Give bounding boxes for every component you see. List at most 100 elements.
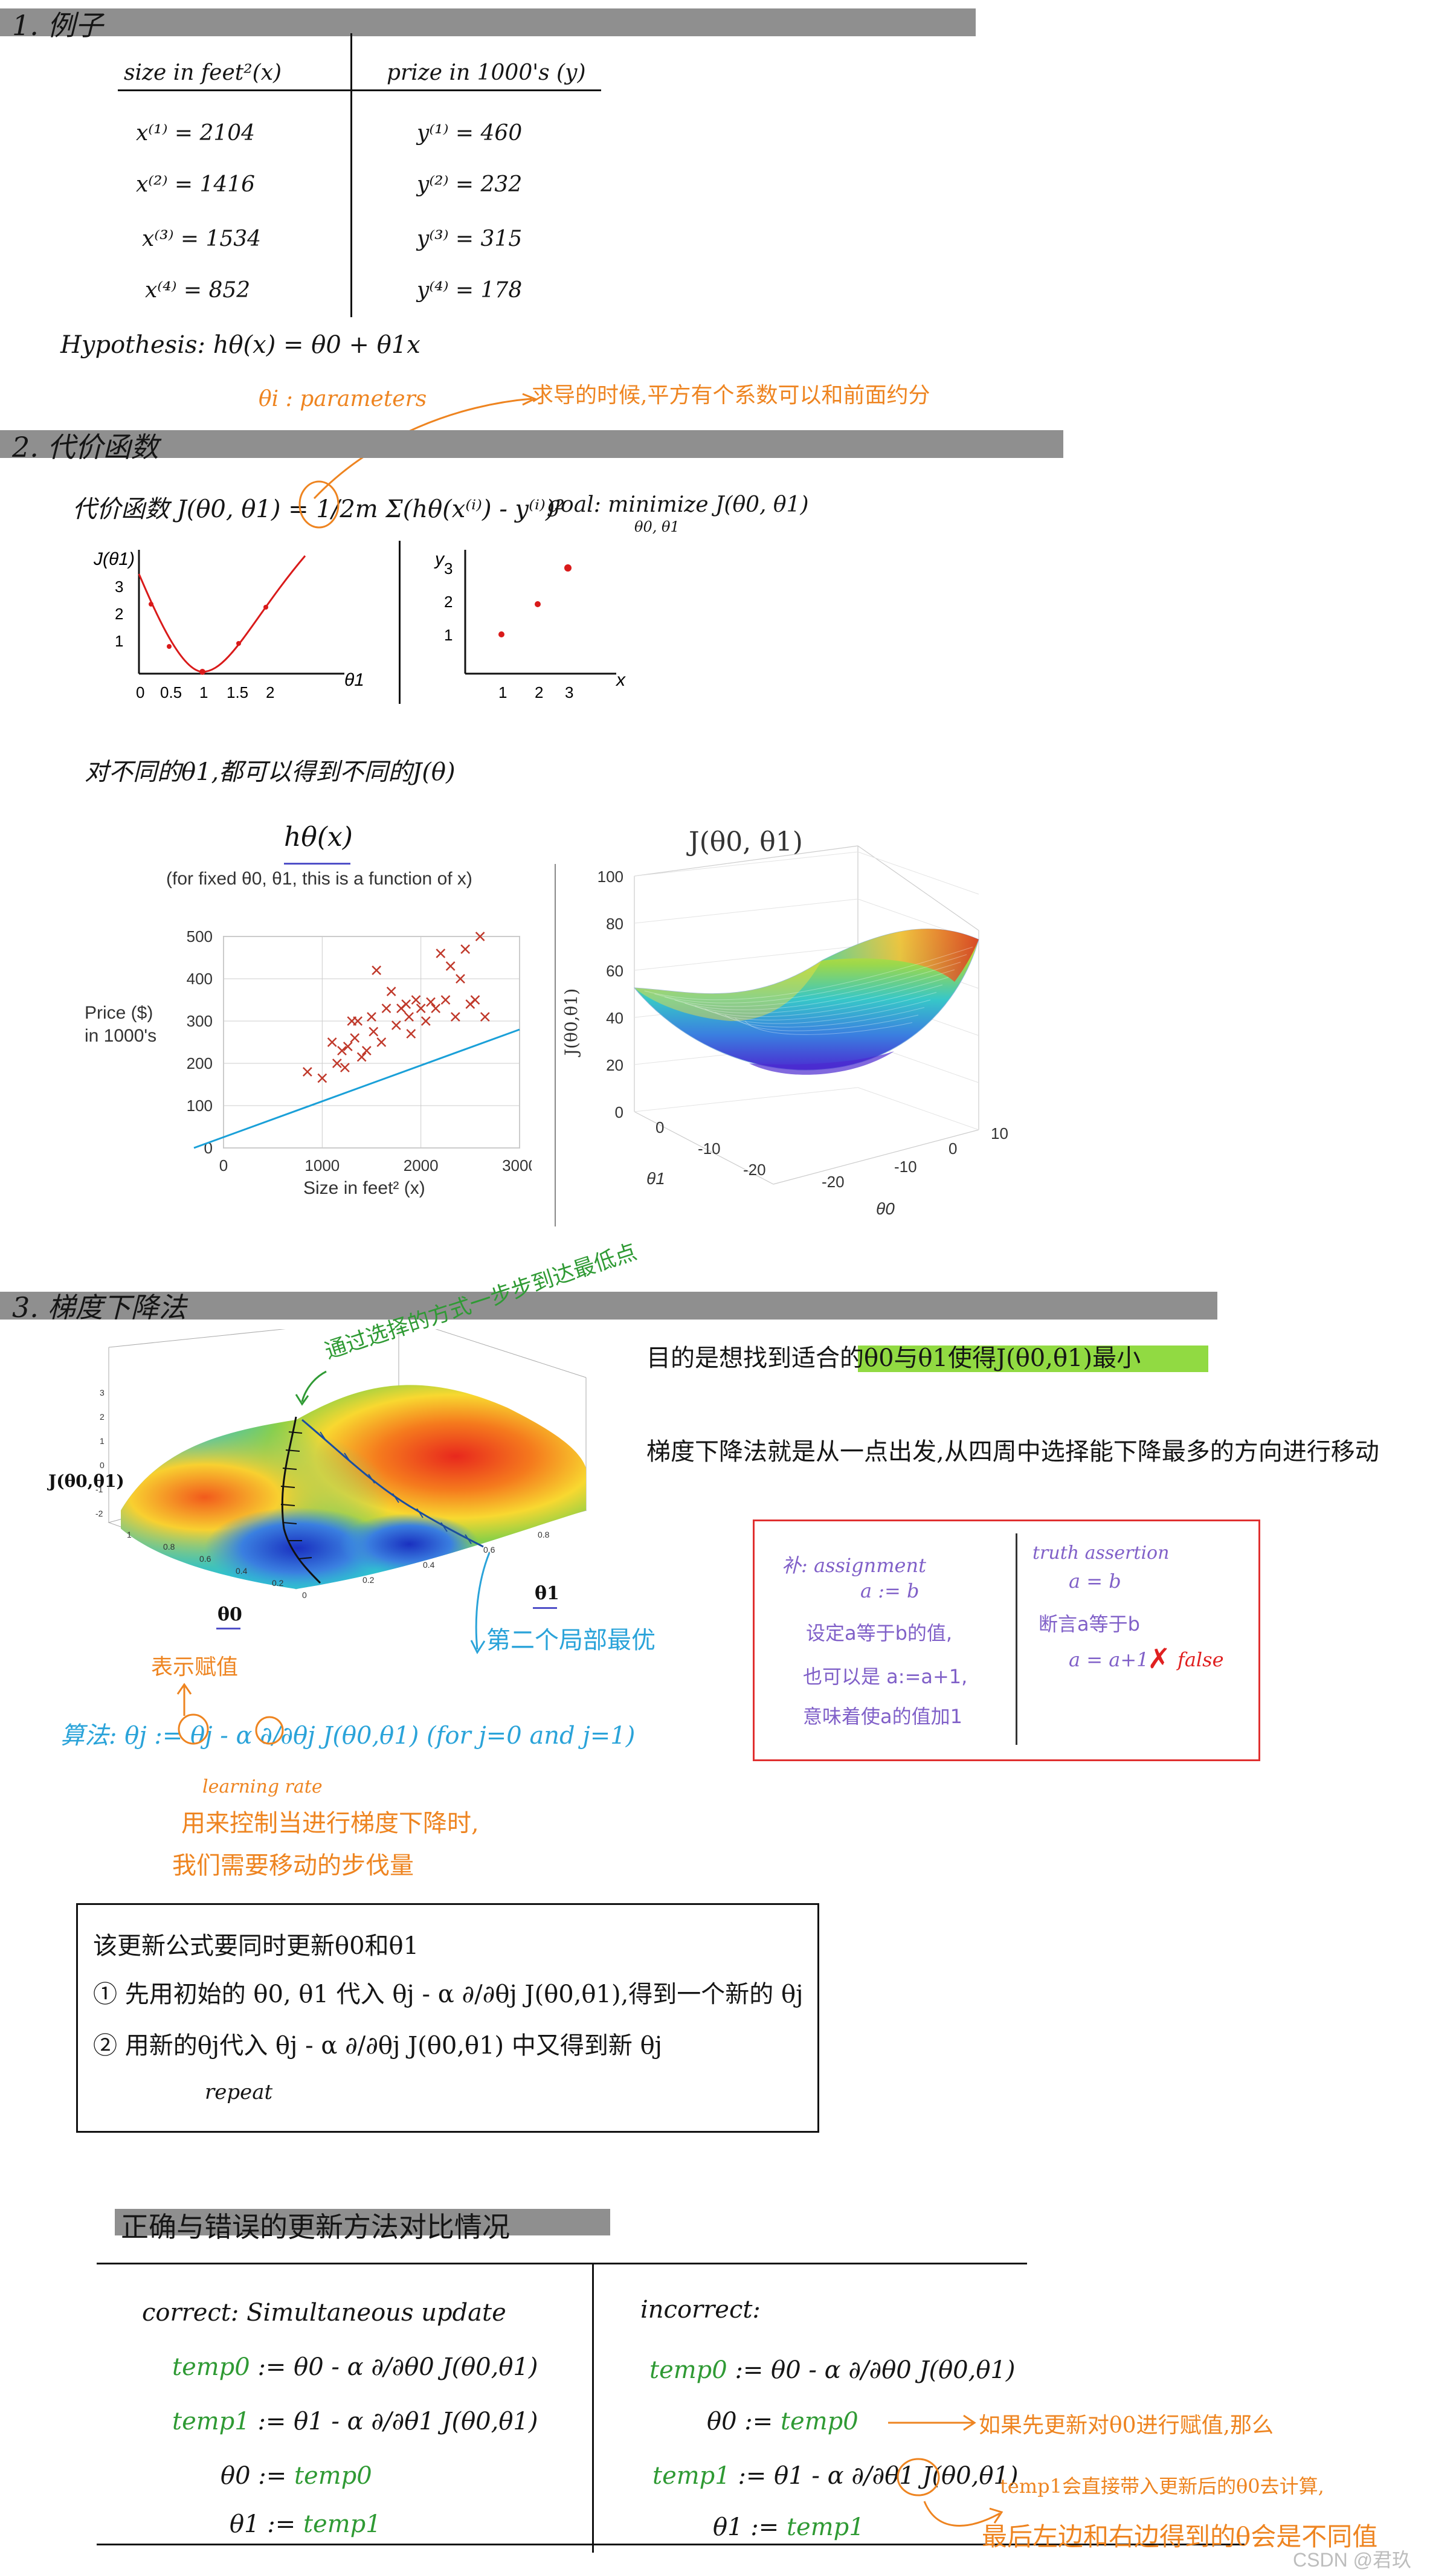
learning-rate-note-2: 我们需要移动的步伐量 (172, 1852, 414, 1880)
sketch1-xlabel: θ1 (344, 670, 364, 690)
sketch1-ytick: 2 (115, 605, 123, 623)
data-point (470, 995, 480, 1005)
z-tick-label: 60 (606, 962, 623, 980)
surface-mesh-line (735, 1014, 919, 1031)
theta0-tick-label: 10 (991, 1124, 1008, 1142)
surface-mesh-line (685, 977, 949, 1014)
compare-divider (592, 2263, 594, 2553)
watermark: CSDN @君玖 (1293, 2549, 1412, 2571)
section3-bar (0, 1292, 1217, 1320)
svg-text:0.6: 0.6 (199, 1554, 211, 1564)
data-point (327, 1037, 337, 1047)
incorrect-temp1: temp1 := θ1 - α ∂/∂θ1 J(θ0,θ1) (652, 2462, 1018, 2490)
svg-text:0.8: 0.8 (163, 1542, 175, 1552)
data-point (440, 995, 451, 1005)
update-box-title: 该更新公式要同时更新θ0和θ1 (93, 1932, 419, 1960)
surface-axis-label: J(θ0,θ1) (48, 1471, 124, 1491)
incorrect-temp1-expr: := θ1 - α ∂/∂θ1 J(θ0,θ1) (738, 2462, 1019, 2490)
table-divider (350, 33, 352, 317)
data-point (369, 1026, 379, 1037)
z-gridline (857, 1087, 979, 1130)
assertion-line: truth assertion (1032, 1542, 1170, 1564)
gradient-descent-surface: 3 2 1 0 -1 -2 1 0.8 0.6 0.4 0.2 0 0.2 0.4 0.6 0.8 (95, 1329, 587, 1600)
axis-frame-line (634, 1111, 774, 1185)
sketch2-ylabel: y (434, 549, 445, 569)
theta-circle (897, 2458, 940, 2496)
correct-assign0-val: temp0 (294, 2462, 372, 2490)
incorrect-assign0-val: temp0 (780, 2408, 858, 2435)
sketch2-ytick: 1 (444, 626, 453, 644)
compare-bottom-line (97, 2544, 1245, 2545)
local-optimum-note: 第二个局部最优 (486, 1626, 656, 1654)
correct-temp0: temp0 := θ0 - α ∂/∂θ0 J(θ0,θ1) (172, 2353, 538, 2381)
data-point (343, 1042, 353, 1051)
correct-assign1-lhs: θ1 := (230, 2510, 296, 2538)
assertion-line: 断言a等于b (1039, 1613, 1140, 1636)
surface-right-rim (822, 929, 979, 982)
surface-theta0-label: θ0 (217, 1604, 242, 1625)
cost-note: 对不同的θ1,都可以得到不同的J(θ) (85, 758, 456, 786)
z-tick-label: 40 (606, 1009, 623, 1027)
incorrect-arrow-2 (923, 2501, 1003, 2527)
svg-text:2: 2 (100, 1412, 105, 1422)
assignment-line: 设定a等于b的值, (806, 1622, 953, 1645)
sketch-divider (399, 541, 401, 704)
surface-mesh-line (694, 984, 943, 1017)
svg-text:1: 1 (127, 1530, 132, 1539)
incorrect-temp0-name: temp0 (649, 2356, 727, 2384)
correct-temp1-name: temp1 (172, 2408, 250, 2435)
data-point (337, 1046, 347, 1055)
sketch1-xtick: 0.5 (160, 683, 182, 701)
data-point (445, 961, 456, 971)
incorrect-assign1-val: temp1 (786, 2513, 865, 2541)
z-tick-label: 100 (598, 868, 623, 886)
incorrect-assign0: θ0 := temp0 (707, 2408, 858, 2435)
incorrect-header: incorrect: (640, 2296, 761, 2324)
surface-theta1-label: θ1 (535, 1583, 559, 1604)
cost-surface-chart: J(θ0, θ1) J(θ0,θ1) 0 20 40 60 80 100 0 -10 -20 10… (561, 810, 1051, 1233)
assign-arrow (176, 1683, 192, 1716)
y-tick-label: 400 (187, 970, 213, 988)
hypothesis-chart-title: hθ(x) (284, 822, 353, 852)
sketch1-xtick: 1.5 (227, 683, 248, 701)
y-tick-label: 100 (187, 1097, 213, 1115)
svg-text:0.2: 0.2 (362, 1575, 375, 1585)
data-point (361, 1046, 372, 1055)
gradient-algorithm: 算法: θj := θj - α ∂/∂θj J(θ0,θ1) (for j=0… (60, 1722, 636, 1750)
data-point (376, 1037, 387, 1047)
data-point (372, 965, 382, 975)
surface-mesh-line (715, 999, 931, 1024)
theta1-tick-label: -20 (743, 1161, 766, 1179)
y-value: y⁽⁴⁾ = 178 (417, 278, 523, 303)
learning-rate-note-1: 用来控制当进行梯度下降时, (181, 1810, 479, 1837)
correct-assign1: θ1 := temp1 (230, 2510, 381, 2538)
section2-bar (0, 430, 1063, 458)
data-point (340, 1063, 350, 1072)
surface-mesh-line (664, 962, 961, 1007)
data-point (356, 1052, 367, 1062)
incorrect-note-2: temp1会直接带入更新后的θ0去计算, (1000, 2475, 1324, 2498)
section1-bar (0, 8, 976, 36)
correct-temp0-name: temp0 (172, 2353, 250, 2381)
assignment-line: 补: assignment (782, 1554, 926, 1577)
x-value: x⁽¹⁾ = 2104 (136, 121, 256, 146)
y-value: y⁽³⁾ = 315 (417, 227, 523, 251)
plot-frame (223, 936, 520, 1149)
surface-mesh-line (674, 969, 955, 1010)
section3-title: 3. 梯度下降法 (12, 1291, 187, 1324)
sketch1-ytick: 1 (115, 632, 123, 650)
data-point (480, 1012, 490, 1022)
theta1-axis-label: θ1 (646, 1169, 665, 1188)
data-point (416, 1004, 426, 1013)
theta1-underline (533, 1607, 557, 1609)
update-box: 该更新公式要同时更新θ0和θ1 ① 先用初始的 θ0, θ1 代入 θj - α… (76, 1903, 819, 2133)
gradient-goal-label: 目的是想找到适合的θ0与θ1使得J(θ0,θ1)最小 (646, 1344, 1141, 1372)
sketch-cost-curve: J(θ1) θ1 1 2 3 0 0.5 1 1.5 2 (93, 549, 364, 701)
data-point (391, 1020, 401, 1030)
goal-subscript: θ0, θ1 (634, 518, 680, 535)
sketch1-xtick: 2 (266, 683, 274, 701)
learning-rate-label: learning rate (202, 1776, 323, 1797)
compare-top-line (97, 2263, 1027, 2264)
assign-circle (178, 1713, 209, 1745)
